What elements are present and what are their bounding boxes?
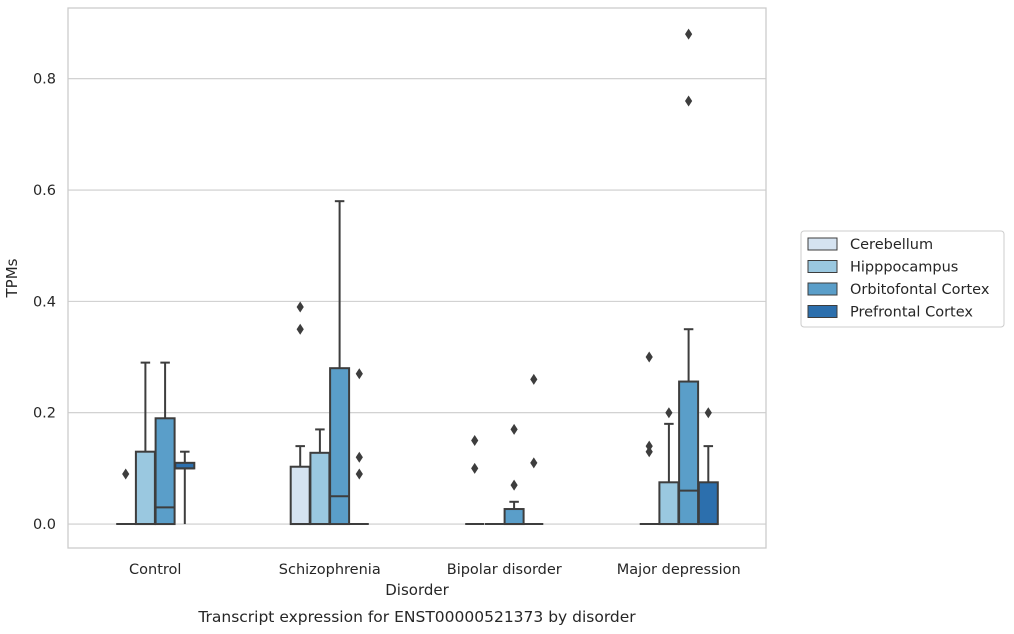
- outlier-point: [645, 446, 653, 458]
- box-cerebellum: [639, 351, 659, 526]
- box-body: [697, 481, 719, 526]
- outlier-point: [685, 95, 693, 107]
- box-hipppocampus: [309, 428, 331, 526]
- plot-frame: [67, 7, 767, 549]
- legend-frame: [800, 230, 1005, 328]
- box-prefrontal-cortex: [174, 450, 196, 525]
- outlier-point: [665, 407, 673, 419]
- box-body: [329, 367, 351, 526]
- y-tick-label: 0.4: [33, 294, 56, 310]
- box-body: [309, 451, 331, 526]
- x-tick-label: Control: [129, 562, 181, 578]
- y-tick-label: 0.8: [33, 72, 56, 88]
- box-orbitofontal-cortex: [678, 28, 700, 526]
- legend-swatch: [807, 305, 838, 318]
- legend-swatch: [807, 282, 838, 296]
- box-prefrontal-cortex: [697, 407, 719, 526]
- box-orbitofontal-cortex: [503, 423, 525, 526]
- outlier-point: [122, 468, 130, 480]
- outlier-point: [704, 407, 712, 419]
- y-axis-label: TPMs: [3, 258, 21, 298]
- box-prefrontal-cortex: [349, 368, 369, 526]
- box-orbitofontal-cortex: [154, 361, 176, 526]
- box-body: [134, 450, 156, 526]
- outlier-point: [355, 368, 363, 380]
- outlier-point: [685, 28, 693, 40]
- legend-label: Cerebellum: [850, 237, 933, 253]
- y-tick-label: 0.0: [33, 517, 56, 533]
- box-orbitofontal-cortex: [329, 200, 351, 526]
- x-tick-label: Bipolar disorder: [447, 562, 562, 578]
- outlier-point: [530, 457, 538, 469]
- outlier-point: [510, 479, 518, 491]
- outlier-point: [530, 373, 538, 385]
- legend-label: Orbitofontal Cortex: [850, 282, 990, 298]
- legend-swatch: [807, 237, 838, 251]
- outlier-point: [355, 468, 363, 480]
- x-axis-ticks: Control Schizophrenia Bipolar disorder Majo…: [129, 562, 741, 578]
- outlier-point: [645, 351, 653, 363]
- box-body: [503, 508, 525, 526]
- y-axis-ticks: 0.0 0.2 0.4 0.6 0.8: [33, 72, 56, 533]
- x-tick-label: Schizophrenia: [279, 562, 381, 578]
- box-cerebellum: [465, 435, 485, 526]
- legend-swatch: [807, 260, 838, 273]
- box-body: [658, 481, 680, 526]
- outlier-point: [471, 435, 479, 447]
- box-body: [289, 465, 311, 526]
- box-body: [154, 417, 176, 526]
- box-hipppocampus: [134, 361, 156, 526]
- outlier-point: [645, 440, 653, 452]
- box-cerebellum: [116, 468, 136, 526]
- x-tick-label: Major depression: [617, 562, 741, 578]
- x-axis-label: Disorder: [385, 581, 449, 599]
- box-hipppocampus: [658, 407, 680, 526]
- box-prefrontal-cortex: [524, 373, 544, 526]
- outlier-point: [471, 462, 479, 474]
- box-body: [678, 380, 700, 526]
- legend-label: Prefrontal Cortex: [850, 305, 973, 321]
- outlier-point: [296, 301, 304, 313]
- legend: Cerebellum Hipppocampus Orbitofontal Corte…: [800, 230, 1005, 328]
- outlier-point: [296, 323, 304, 335]
- legend-label: Hipppocampus: [850, 260, 958, 276]
- outlier-point: [510, 423, 518, 435]
- y-tick-label: 0.6: [33, 183, 56, 199]
- chart-caption: Transcript expression for ENST0000052137…: [197, 608, 636, 626]
- outlier-point: [355, 451, 363, 463]
- box-plot-series: [116, 28, 719, 526]
- y-tick-label: 0.2: [33, 406, 56, 422]
